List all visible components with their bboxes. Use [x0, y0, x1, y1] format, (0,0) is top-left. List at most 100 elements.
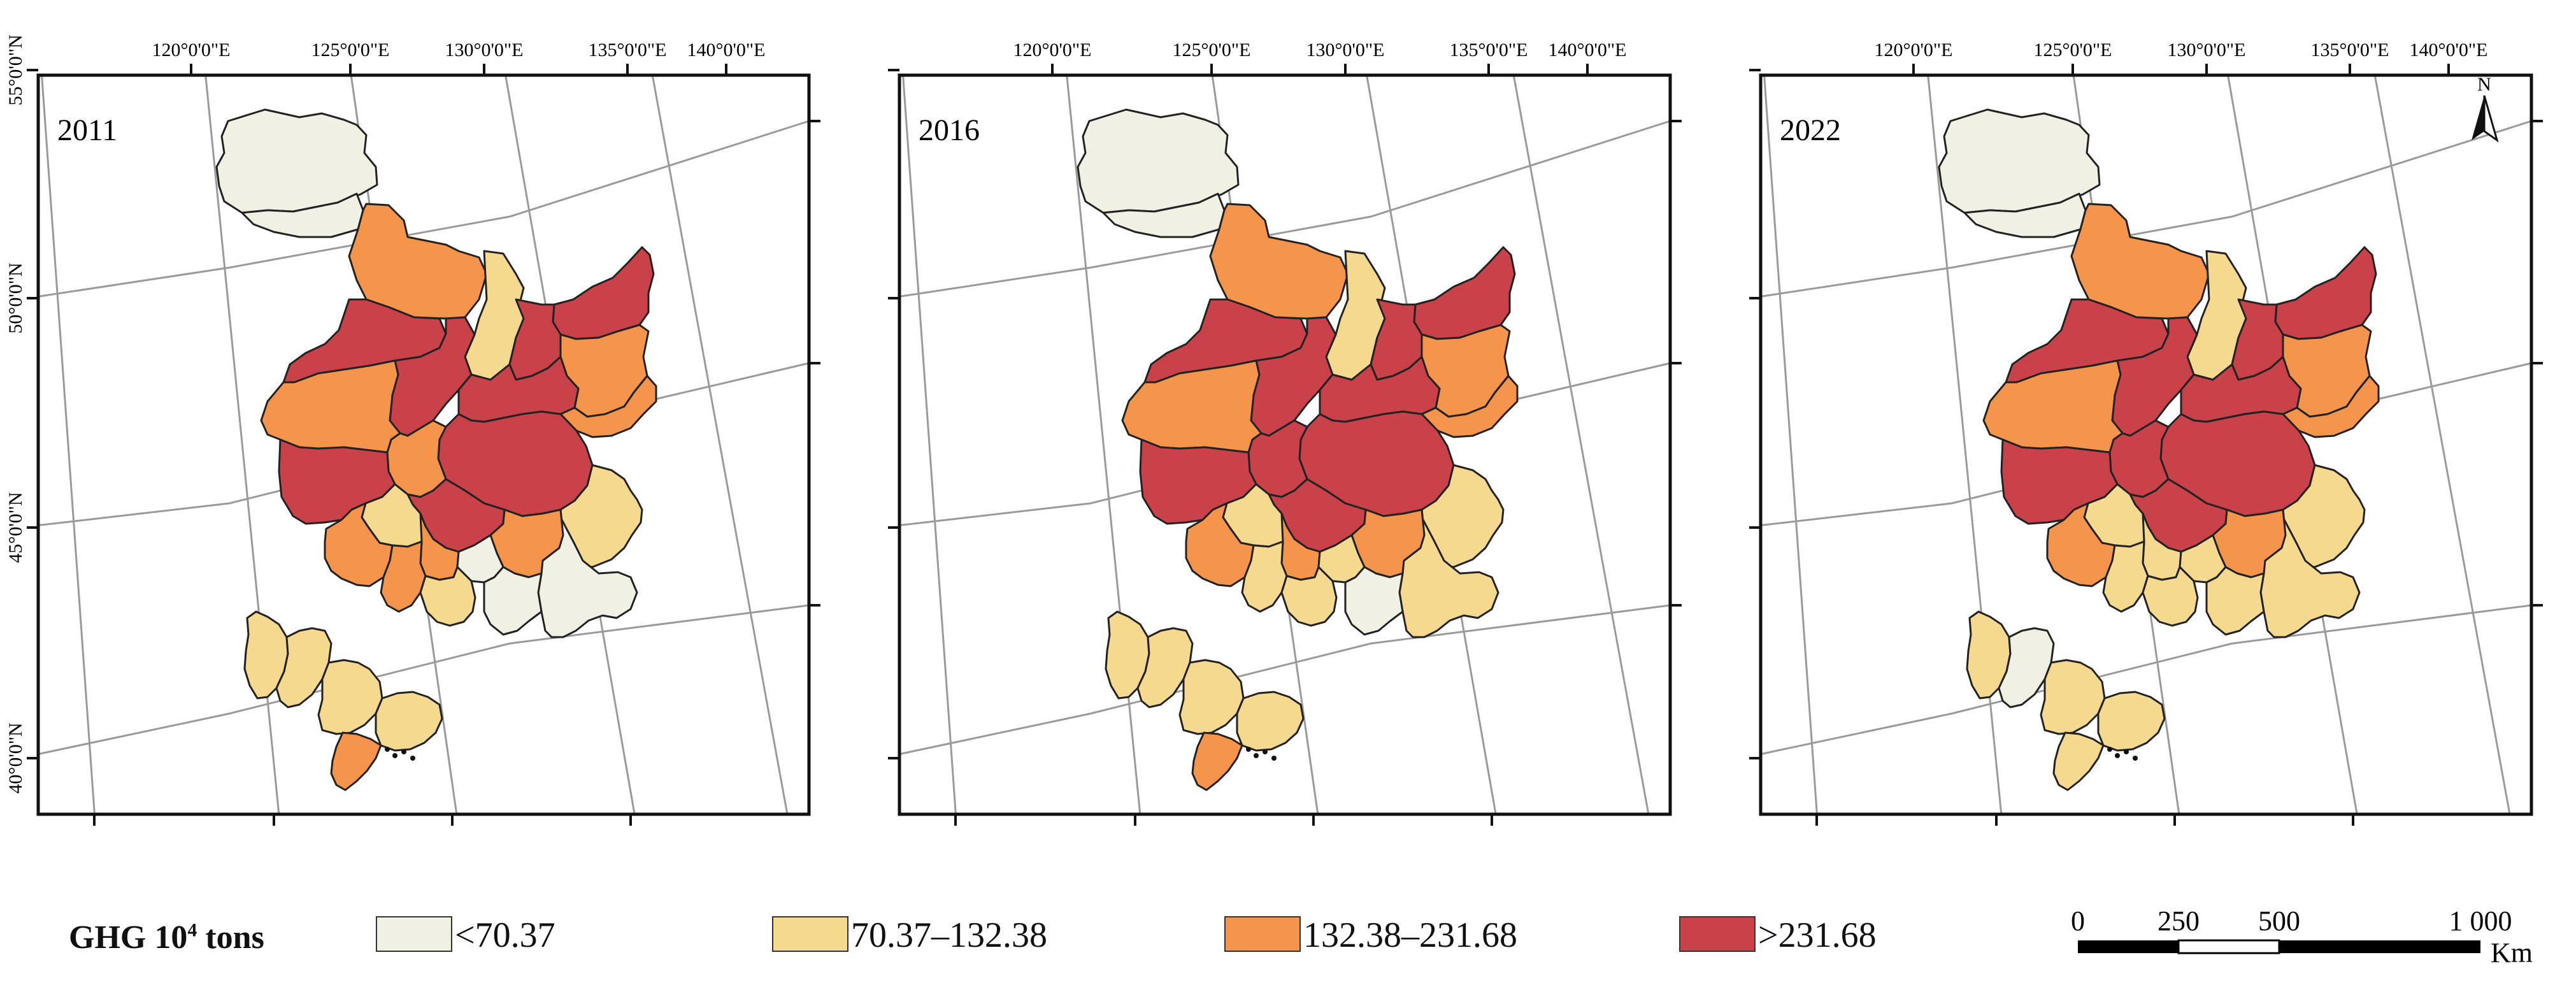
top-longitude-label: 140°0'0"E — [1549, 40, 1627, 61]
region-shenyang — [1241, 540, 1288, 613]
north-arrow-icon: N — [2472, 74, 2499, 143]
region-dalian — [2052, 731, 2105, 791]
region-anshan — [2040, 659, 2106, 735]
region-tongliao — [1121, 359, 1263, 454]
scale-label-250: 250 — [2157, 905, 2200, 937]
island-mark — [2124, 749, 2129, 754]
longitude-line — [898, 25, 958, 829]
regions — [215, 108, 657, 791]
region-anshan — [1178, 659, 1245, 735]
region-tonghua — [2205, 566, 2265, 636]
region-shenyang — [2102, 540, 2149, 613]
island-mark — [410, 756, 415, 761]
legend-label: 70.37–132.38 — [851, 916, 1047, 955]
graticule-labels: 120°0'0"E 125°0'0"E 130°0'0"E 135°0'0"E 140°… — [5, 34, 820, 852]
legend-label: 132.38–231.68 — [1303, 916, 1517, 955]
island-mark — [1263, 749, 1268, 754]
scale-unit: Km — [2491, 937, 2533, 968]
map-2016: 120°0'0"E 125°0'0"E 130°0'0"E 135°0'0"E 140°… — [861, 0, 1721, 852]
region-dandong — [1236, 691, 1305, 752]
regions — [1077, 108, 1519, 791]
island-mark — [401, 749, 406, 754]
region-dalian — [1191, 731, 1243, 791]
top-longitude-label: 130°0'0"E — [2168, 40, 2246, 61]
latitude-label: 55°0'0"N — [5, 34, 26, 105]
latitude-label: 50°0'0"N — [5, 262, 26, 333]
region-jinzhou — [1998, 627, 2055, 708]
map-panel-2016: 120°0'0"E 125°0'0"E 130°0'0"E 135°0'0"E 140°… — [861, 0, 1721, 852]
region-tonghua — [1344, 566, 1404, 636]
region-tongliao — [1982, 359, 2124, 454]
latitude-label: 40°0'0"N — [5, 722, 26, 793]
longitude-line — [37, 25, 97, 829]
region-tongliao — [260, 359, 401, 454]
map-2011: 120°0'0"E 125°0'0"E 130°0'0"E 135°0'0"E 140°… — [0, 0, 860, 852]
scale-segment-1 — [2078, 940, 2179, 953]
region-shenyang — [380, 540, 427, 613]
longitude-line — [1503, 25, 1652, 829]
top-longitude-label: 120°0'0"E — [152, 40, 231, 61]
longitude-line — [642, 25, 791, 829]
region-tonghua — [483, 566, 543, 636]
region-fushun — [2142, 566, 2199, 627]
legend-label: <70.37 — [455, 916, 555, 955]
year-label: 2022 — [1780, 113, 1841, 147]
region-mudanjiang — [1420, 464, 1505, 568]
map-2022: 120°0'0"E 125°0'0"E 130°0'0"E 135°0'0"E 140°… — [1722, 0, 2576, 852]
map-frame — [1759, 73, 2533, 816]
scale-segment-2 — [2177, 939, 2280, 954]
legend-swatch — [1224, 916, 1301, 952]
top-longitude-label: 130°0'0"E — [1306, 40, 1385, 61]
island-mark — [385, 747, 390, 752]
longitude-line — [2365, 25, 2514, 829]
map-frame — [36, 73, 811, 816]
region-daxinganling — [1209, 203, 1349, 320]
map-frame — [898, 73, 1672, 816]
island-mark — [2115, 753, 2120, 758]
island-mark — [1254, 753, 1259, 758]
region-jinzhou — [1136, 627, 1194, 708]
year-label: 2011 — [57, 113, 117, 147]
top-longitude-label: 120°0'0"E — [1875, 40, 1953, 61]
region-jinzhou — [275, 627, 333, 708]
top-longitude-label: 135°0'0"E — [2311, 40, 2389, 61]
region-fushun — [1280, 566, 1338, 627]
top-longitude-label: 135°0'0"E — [589, 40, 667, 61]
island-mark — [2107, 747, 2112, 752]
scale-bar: 0 250 500 1 000 Km — [2070, 898, 2554, 975]
region-anshan — [317, 659, 383, 735]
year-label: 2016 — [919, 113, 980, 147]
region-tieling — [1185, 502, 1255, 587]
island-mark — [1246, 747, 1251, 752]
top-longitude-label: 130°0'0"E — [445, 40, 524, 61]
map-panel-2011: 120°0'0"E 125°0'0"E 130°0'0"E 135°0'0"E 140°… — [0, 0, 860, 852]
regions — [1938, 108, 2380, 791]
region-tieling — [324, 502, 394, 587]
region-mudanjiang — [2282, 464, 2366, 568]
region-jixi — [1420, 375, 1519, 438]
island-mark — [1271, 756, 1277, 761]
scale-label-500: 500 — [2258, 905, 2300, 937]
legend-label: >231.68 — [1758, 916, 1877, 955]
top-longitude-label: 125°0'0"E — [311, 40, 390, 61]
region-daxinganling — [2070, 203, 2210, 320]
legend-title: GHG 104 tons — [69, 919, 264, 956]
top-longitude-label: 120°0'0"E — [1013, 40, 1092, 61]
north-arrow-label: N — [2477, 74, 2491, 95]
scale-label-1000: 1 000 — [2449, 905, 2512, 937]
legend-swatch — [772, 916, 848, 952]
region-tieling — [2046, 502, 2116, 587]
region-dandong — [375, 691, 443, 752]
latitude-label: 45°0'0"N — [5, 492, 26, 563]
top-longitude-label: 140°0'0"E — [687, 40, 766, 61]
map-panels: 120°0'0"E 125°0'0"E 130°0'0"E 135°0'0"E 140°… — [0, 0, 2576, 852]
island-mark — [2133, 756, 2138, 761]
scale-label-0: 0 — [2071, 905, 2085, 937]
top-longitude-label: 125°0'0"E — [1173, 40, 1251, 61]
scale-segment-3 — [2279, 940, 2480, 953]
top-longitude-label: 140°0'0"E — [2410, 40, 2488, 61]
island-mark — [392, 753, 397, 758]
region-jixi — [559, 375, 657, 438]
region-fushun — [419, 566, 476, 627]
